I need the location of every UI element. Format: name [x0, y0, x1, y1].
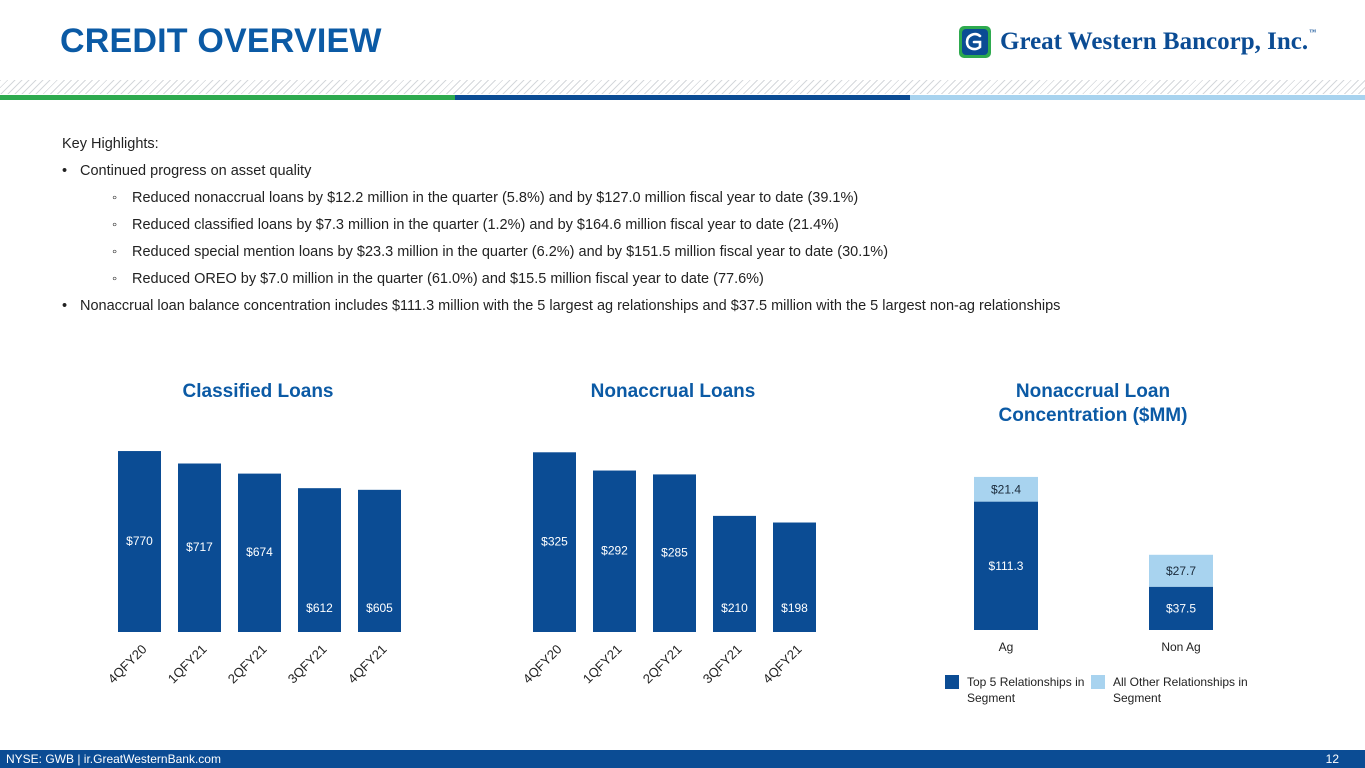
x-tick-label: 2QFY21: [225, 642, 270, 687]
legend-label-top5: Top 5 Relationships in Segment: [967, 675, 1085, 705]
header-stripe-green: [0, 95, 455, 100]
highlight-text: Nonaccrual loan balance concentration in…: [80, 298, 1061, 314]
nonaccrual-loans-title: Nonaccrual Loans: [590, 381, 756, 402]
bar: [533, 452, 576, 632]
sub-bullet-marker: ◦: [112, 217, 118, 233]
bar: [653, 474, 696, 632]
highlight-text: Reduced OREO by $7.0 million in the quar…: [132, 271, 764, 287]
x-tick-label: 4QFY20: [520, 642, 565, 687]
x-tick-label: 4QFY20: [105, 642, 150, 687]
bar: [773, 522, 816, 632]
legend-label-other: All Other Relationships in Segment: [1113, 675, 1248, 705]
data-label: $770: [126, 534, 153, 548]
data-label: $198: [781, 601, 808, 615]
stacked-bar-segment: [974, 501, 1038, 630]
page-number: 12: [1325, 752, 1339, 766]
x-tick-label: 3QFY21: [700, 642, 745, 687]
header-stripe-blue: [455, 95, 910, 100]
bar: [118, 451, 161, 632]
x-tick-label: 3QFY21: [285, 642, 330, 687]
classified-loans-chart: $770 4QFY20 $717 1QFY21 $674 2QFY21 $612 3QFY21…: [105, 451, 401, 687]
classified-loans-title: Classified Loans: [182, 381, 334, 402]
highlight-text: Continued progress on asset quality: [80, 163, 312, 179]
header-hatch-divider: [0, 80, 1365, 94]
stacked-bar-segment: [974, 476, 1038, 502]
footer-bar: NYSE: GWB | ir.GreatWesternBank.com 12: [0, 750, 1365, 768]
bar: [178, 463, 221, 632]
x-tick-label: 4QFY21: [760, 642, 805, 687]
stacked-bar-segment: [1149, 554, 1213, 587]
legend-swatch-other: [1091, 675, 1105, 689]
data-label: $21.4: [991, 482, 1021, 496]
data-label: $325: [541, 535, 568, 549]
data-label: $612: [306, 601, 333, 615]
company-logo: Great Western Bancorp, Inc.™: [958, 24, 1316, 60]
bullet-marker: •: [62, 298, 68, 314]
x-tick-label: 1QFY21: [165, 642, 210, 687]
bar: [238, 473, 281, 632]
x-tick-label: 2QFY21: [640, 642, 685, 687]
legend-swatch-top5: [945, 675, 959, 689]
highlight-text: Reduced nonaccrual loans by $12.2 millio…: [132, 190, 859, 206]
data-label: $27.7: [1166, 564, 1196, 578]
data-label: $605: [366, 601, 393, 615]
gwb-logo-icon: [959, 26, 991, 58]
bar: [298, 488, 341, 632]
sub-bullet-marker: ◦: [112, 190, 118, 206]
page-title: CREDIT OVERVIEW: [60, 22, 382, 60]
data-label: $285: [661, 545, 688, 559]
nonaccrual-concentration-title: Nonaccrual Loan Concentration ($MM): [998, 381, 1188, 426]
bar: [593, 470, 636, 632]
bar: [713, 515, 756, 632]
sub-bullet-marker: ◦: [112, 271, 118, 287]
logo-text: Great Western Bancorp, Inc.™: [1000, 28, 1317, 55]
highlights-heading: Key Highlights:: [62, 136, 159, 152]
data-label: $292: [601, 543, 628, 557]
bar: [358, 489, 401, 632]
data-label: $210: [721, 601, 748, 615]
data-label: $717: [186, 540, 213, 554]
highlight-text: Reduced special mention loans by $23.3 m…: [132, 244, 889, 260]
x-tick-label: Non Ag: [1161, 640, 1200, 654]
sub-bullet-marker: ◦: [112, 244, 118, 260]
header-stripe-light-blue: [910, 95, 1365, 100]
x-tick-label: 1QFY21: [580, 642, 625, 687]
nonaccrual-concentration-chart: $111.3 $21.4 Ag $37.5 $27.7 Non Ag: [974, 476, 1213, 654]
data-label: $111.3: [989, 559, 1024, 573]
x-tick-label: Ag: [999, 640, 1014, 654]
bullet-marker: •: [62, 163, 68, 179]
highlight-text: Reduced classified loans by $7.3 million…: [132, 217, 839, 233]
data-label: $674: [246, 545, 273, 559]
footer-ticker-link: NYSE: GWB | ir.GreatWesternBank.com: [6, 752, 221, 766]
stacked-bar-segment: [1149, 586, 1213, 630]
data-label: $37.5: [1166, 601, 1196, 615]
nonaccrual-loans-chart: $325 4QFY20 $292 1QFY21 $285 2QFY21 $210 3QFY21…: [520, 452, 816, 687]
x-tick-label: 4QFY21: [345, 642, 390, 687]
